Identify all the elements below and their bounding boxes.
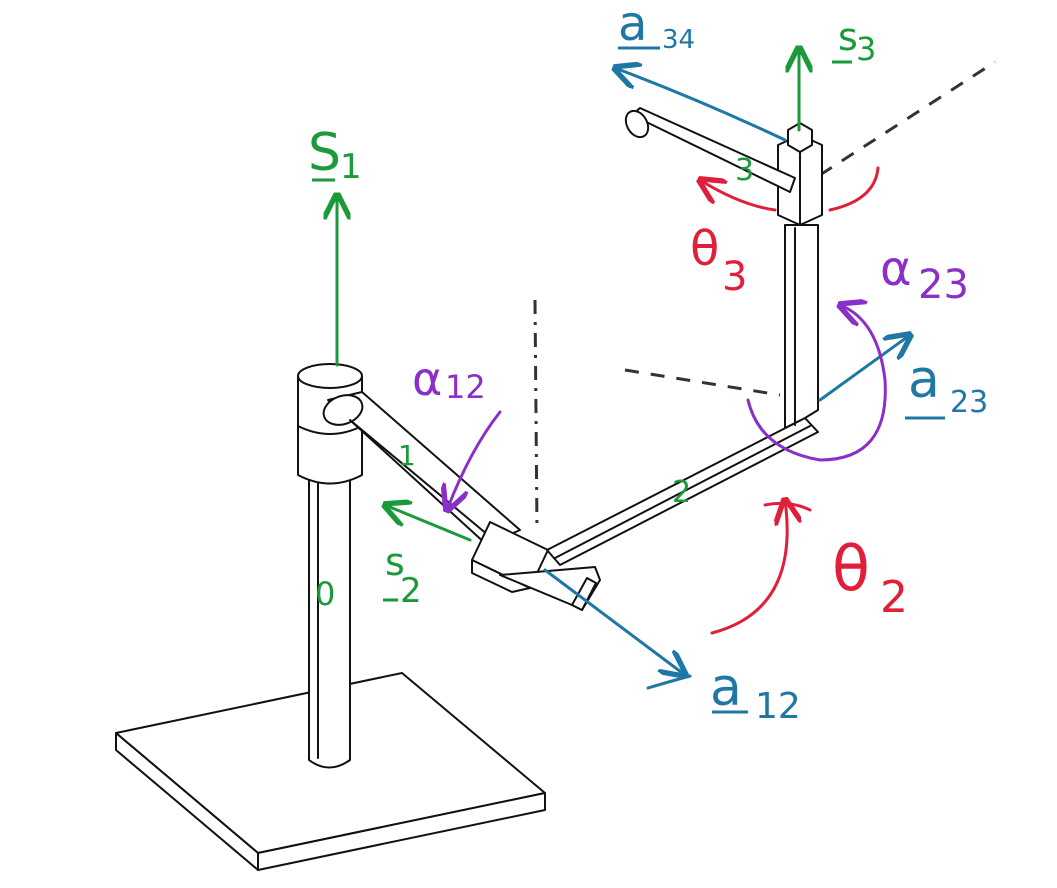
a23-arrow [818, 335, 910, 402]
label-a12: a 12 [710, 658, 801, 727]
svg-text:3: 3 [722, 254, 747, 300]
link-vectors [543, 68, 910, 690]
label-theta2: θ 2 [832, 532, 908, 623]
link-3-effector [624, 107, 796, 193]
link-3-label: 3 [735, 153, 754, 188]
svg-text:1: 1 [340, 147, 362, 187]
svg-text:θ: θ [832, 532, 870, 605]
svg-text:s: s [385, 540, 405, 584]
theta2-arc [710, 500, 787, 635]
svg-text:34: 34 [662, 25, 695, 55]
svg-text:2: 2 [400, 571, 422, 611]
axis-dash-diagonal [819, 60, 996, 177]
link-0-column [308, 469, 351, 769]
label-a34: a 34 [618, 0, 695, 55]
a12-arrow [543, 568, 685, 675]
label-theta3: θ 3 [690, 221, 747, 300]
twist-angles [447, 305, 887, 510]
reference-lines [533, 60, 996, 531]
label-s2: s 2 [383, 540, 422, 611]
svg-text:3: 3 [856, 30, 876, 68]
alpha12-arrow [447, 410, 502, 510]
svg-text:12: 12 [445, 368, 486, 406]
link-2-label: 2 [672, 475, 691, 510]
label-a23: a 23 [905, 350, 988, 420]
label-alpha12: α 12 [412, 352, 486, 406]
link-numbers: 0 1 2 3 [315, 153, 754, 613]
axis-dash-horizontal [624, 368, 781, 397]
link-0-label: 0 [315, 575, 335, 613]
svg-text:S: S [308, 123, 341, 183]
link-1-arm [322, 391, 521, 546]
svg-text:a: a [710, 658, 742, 718]
svg-text:12: 12 [755, 686, 801, 727]
link-1-label: 1 [398, 439, 416, 472]
svg-text:θ: θ [690, 221, 719, 277]
label-alpha23: α 23 [880, 241, 969, 308]
axis-dashdot-vertical [533, 299, 539, 531]
label-s1: S 1 [308, 123, 362, 187]
joint-axes [337, 48, 799, 542]
a34-arrow [615, 68, 787, 142]
theta2-cap [763, 501, 812, 512]
svg-text:α: α [880, 241, 912, 297]
s2-arrow [385, 505, 472, 542]
link-2-post [784, 224, 819, 429]
a12-tail [646, 674, 692, 690]
link-2-arm [546, 417, 819, 566]
joint-angles [700, 166, 880, 635]
svg-text:2: 2 [880, 572, 908, 623]
joint-2-block [471, 521, 601, 611]
alpha23-arc [746, 305, 887, 462]
theta3-tail [828, 166, 880, 212]
svg-text:s: s [838, 15, 858, 59]
svg-text:23: 23 [950, 385, 988, 420]
svg-text:a: a [618, 0, 647, 52]
svg-text:23: 23 [918, 262, 969, 308]
svg-text:a: a [908, 350, 940, 410]
label-s3: s 3 [832, 15, 876, 68]
joint-1-hub [297, 363, 363, 485]
svg-text:α: α [412, 352, 442, 406]
theta3-arc [700, 180, 777, 212]
